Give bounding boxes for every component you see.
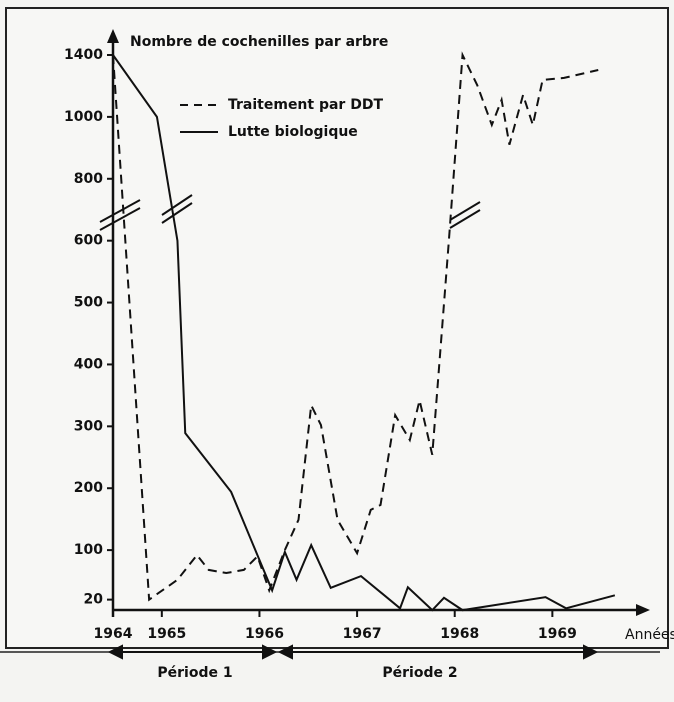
series-line bbox=[112, 54, 616, 612]
y-axis-arrow bbox=[107, 29, 119, 43]
y-tick-label: 400 bbox=[74, 356, 103, 372]
y-tick-label: 1000 bbox=[64, 109, 103, 125]
x-axis-arrow bbox=[636, 604, 650, 616]
x-tick-label: 1967 bbox=[343, 626, 382, 642]
axis-break-marks bbox=[99, 194, 481, 231]
x-tick-label: 1968 bbox=[440, 626, 479, 642]
y-tick-label: 600 bbox=[74, 233, 103, 249]
x-tick-label: 1965 bbox=[147, 626, 186, 642]
y-tick-label: 200 bbox=[74, 480, 103, 496]
x-tick-label: 1969 bbox=[538, 626, 577, 642]
x-axis-label: Années bbox=[625, 627, 674, 643]
y-tick-label: 1400 bbox=[64, 47, 103, 63]
y-tick-label: 800 bbox=[74, 171, 103, 187]
y-axis-label: Nombre de cochenilles par arbre bbox=[130, 34, 388, 50]
y-tick-label: 500 bbox=[74, 295, 103, 311]
frame bbox=[5, 7, 669, 649]
series-line bbox=[112, 51, 599, 602]
legend-label: Traitement par DDT bbox=[228, 97, 383, 113]
x-tick-label: 1964 bbox=[94, 626, 133, 642]
period-label: Période 1 bbox=[157, 665, 232, 681]
x-tick-label: 1966 bbox=[245, 626, 284, 642]
y-tick-label: 100 bbox=[74, 542, 103, 558]
y-tick-label: 300 bbox=[74, 418, 103, 434]
y-tick-label: 20 bbox=[84, 592, 104, 608]
legend-label: Lutte biologique bbox=[228, 124, 358, 140]
period-arrows bbox=[107, 644, 599, 660]
period-label: Période 2 bbox=[382, 665, 457, 681]
